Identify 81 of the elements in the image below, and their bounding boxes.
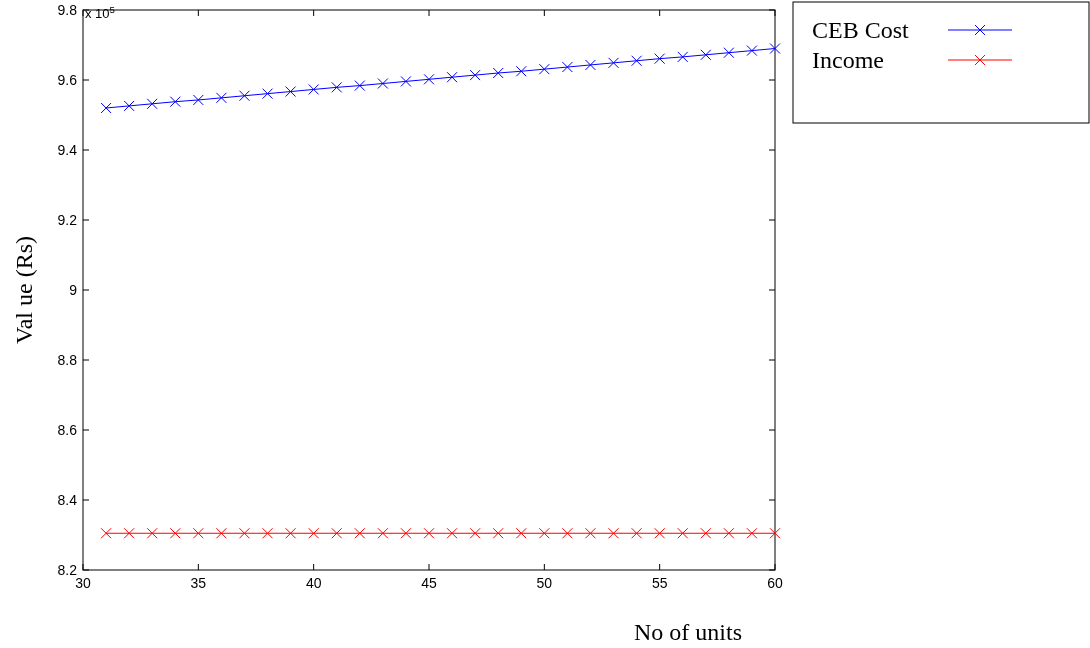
x-tick-label: 35: [190, 575, 207, 591]
y-tick-label: 8.4: [57, 491, 78, 508]
point: [700, 527, 712, 539]
y-tick-label: 9.2: [57, 211, 78, 228]
point: [608, 527, 620, 539]
y-tick-label: 9.4: [57, 141, 78, 158]
point: [400, 75, 412, 87]
point: [123, 527, 135, 539]
point: [723, 527, 735, 539]
y-tick-label: 8.8: [57, 351, 78, 368]
point: [331, 81, 343, 93]
point: [538, 527, 550, 539]
point: [769, 43, 781, 54]
point: [746, 45, 758, 57]
point: [469, 69, 481, 81]
point: [492, 527, 504, 539]
point: [100, 527, 112, 539]
point: [677, 527, 689, 539]
point: [308, 83, 320, 95]
y-tick-label: 8.2: [57, 561, 78, 578]
point: [169, 527, 181, 539]
point: [677, 51, 689, 63]
point: [215, 527, 227, 539]
y-tick-label: 8.6: [57, 421, 78, 438]
y-tick-label: 9.8: [57, 1, 78, 18]
point: [538, 63, 550, 75]
point: [469, 527, 481, 539]
x-tick-label: 60: [767, 575, 783, 591]
point: [423, 527, 435, 539]
point: [446, 527, 458, 539]
point: [192, 527, 204, 539]
point: [631, 55, 643, 67]
point: [584, 527, 596, 539]
point: [285, 86, 297, 98]
point: [700, 49, 712, 61]
legend-label: CEB Cost: [812, 17, 910, 44]
point: [285, 527, 297, 539]
point: [123, 100, 135, 112]
y-tick-label: 9.6: [57, 71, 78, 88]
point: [492, 67, 504, 79]
point: [262, 88, 274, 100]
point: [769, 527, 781, 539]
x-tick-label: 40: [305, 575, 322, 591]
point: [561, 61, 573, 73]
point: [608, 57, 620, 69]
point: [723, 47, 735, 59]
text: Income: [812, 47, 884, 74]
point: [146, 527, 158, 539]
point: [746, 527, 758, 539]
point: [584, 59, 596, 71]
point: [446, 71, 458, 83]
point: [515, 527, 527, 539]
annotation: x 10$^{5}$: [85, 3, 116, 21]
point: [354, 527, 366, 539]
y-axis-title: Val ue (Rs): [11, 236, 37, 344]
point: [654, 527, 666, 539]
point: [100, 102, 112, 114]
point: [631, 527, 643, 539]
x-axis-title: No of units: [634, 619, 742, 645]
point: [238, 90, 250, 102]
x-tick-label: 45: [421, 575, 437, 591]
y-tick-label: 9: [69, 281, 78, 298]
point: [354, 80, 366, 92]
point: [146, 98, 158, 110]
point: [377, 78, 389, 89]
point: [515, 65, 527, 77]
point: [192, 94, 204, 106]
point: [423, 73, 435, 85]
point: [654, 53, 666, 65]
point: [169, 96, 181, 108]
point: [238, 527, 250, 539]
point: [331, 527, 343, 539]
point: [262, 527, 274, 539]
x-tick-label: 55: [651, 575, 668, 591]
point: [215, 92, 227, 104]
x-tick-label: 50: [536, 575, 553, 591]
point: [561, 527, 573, 539]
point: [308, 527, 320, 539]
x-tick-label: 30: [75, 575, 91, 591]
point: [400, 527, 412, 539]
point: [377, 527, 389, 539]
